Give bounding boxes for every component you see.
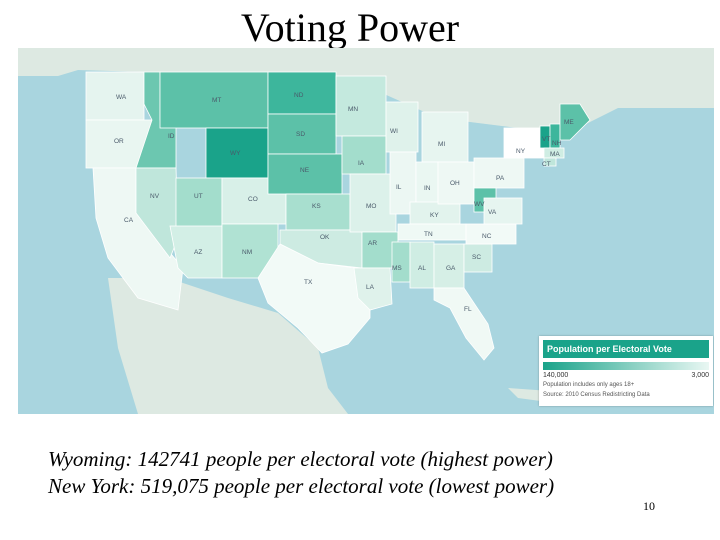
legend-title: Population per Electoral Vote [543, 340, 709, 358]
label-nm: NM [242, 249, 252, 256]
state-labels: WA OR CA ID NV MT WY UT AZ CO NM ND SD N… [114, 92, 574, 313]
label-il: IL [396, 184, 402, 191]
label-vt: VT [542, 136, 550, 143]
label-mo: MO [366, 203, 376, 210]
label-ma: MA [550, 151, 560, 158]
label-ky: KY [430, 212, 439, 219]
legend-note-source: Source: 2010 Census Redistricting Data [543, 392, 650, 398]
legend-range: 140,000 3,000 [543, 372, 709, 379]
label-ms: MS [392, 265, 402, 272]
state-sc [463, 243, 493, 273]
canada-land [18, 48, 714, 128]
label-wa: WA [116, 94, 127, 101]
label-in: IN [424, 185, 431, 192]
label-la: LA [366, 284, 375, 291]
label-ny: NY [516, 148, 526, 155]
state-fl [433, 287, 495, 361]
legend-max-label: 3,000 [691, 372, 709, 379]
label-tn: TN [424, 231, 433, 238]
label-ut: UT [194, 193, 203, 200]
state-mn [335, 75, 387, 137]
label-pa: PA [496, 175, 505, 182]
label-or: OR [114, 138, 124, 145]
states-group [85, 71, 591, 361]
label-wi: WI [390, 128, 398, 135]
label-az: AZ [194, 249, 202, 256]
state-ga [433, 243, 465, 289]
label-nh: NH [552, 140, 562, 147]
label-mn: MN [348, 106, 358, 113]
label-mt: MT [212, 97, 221, 104]
label-ar: AR [368, 240, 377, 247]
caption-new-york: New York: 519,075 people per electoral v… [48, 474, 555, 498]
state-la [353, 267, 393, 311]
label-sc: SC [472, 254, 481, 261]
label-nc: NC [482, 233, 492, 240]
state-al [409, 241, 435, 289]
label-nd: ND [294, 92, 304, 99]
legend-gradient [543, 362, 709, 370]
state-ok [279, 229, 363, 269]
legend-note-population: Population includes only ages 18+ [543, 382, 635, 388]
label-ia: IA [358, 160, 365, 167]
state-mo [349, 173, 397, 233]
state-pa [473, 157, 525, 189]
label-me: ME [564, 119, 574, 126]
label-wy: WY [230, 150, 241, 157]
state-wi [385, 101, 419, 153]
label-va: VA [488, 209, 497, 216]
state-ks [285, 193, 351, 231]
label-ca: CA [124, 217, 134, 224]
label-al: AL [418, 265, 426, 272]
state-wa [85, 71, 145, 121]
caption-wyoming: Wyoming: 142741 people per electoral vot… [48, 447, 553, 471]
mexico-land [108, 278, 348, 414]
state-oh [437, 161, 475, 205]
label-sd: SD [296, 131, 305, 138]
label-nv: NV [150, 193, 160, 200]
state-ct [543, 157, 557, 167]
label-ga: GA [446, 265, 456, 272]
state-mi [421, 111, 469, 163]
us-map-svg: WA OR CA ID NV MT WY UT AZ CO NM ND SD N… [18, 48, 714, 414]
slide-title: Voting Power [240, 5, 460, 50]
label-ok: OK [320, 234, 330, 241]
state-ne [267, 153, 343, 195]
label-oh: OH [450, 180, 460, 187]
map-legend: Population per Electoral Vote 140,000 3,… [539, 336, 713, 406]
label-id: ID [168, 133, 175, 140]
state-ut [175, 177, 223, 229]
page-number: 10 [643, 499, 655, 513]
state-sd [267, 113, 337, 155]
label-ne: NE [300, 167, 310, 174]
caption: Wyoming: 142741 people per electoral vot… [48, 446, 668, 500]
label-ks: KS [312, 203, 321, 210]
state-tx [257, 243, 371, 354]
label-wv: WV [474, 201, 485, 208]
state-ia [341, 135, 387, 175]
label-tx: TX [304, 279, 313, 286]
label-mi: MI [438, 141, 445, 148]
state-ms [391, 241, 411, 283]
state-va [483, 197, 523, 225]
state-az [169, 225, 223, 279]
state-me [559, 103, 591, 141]
legend-min-label: 140,000 [543, 372, 569, 379]
label-ct: CT [542, 161, 551, 168]
label-fl: FL [464, 306, 472, 313]
state-mt [159, 71, 269, 129]
label-co: CO [248, 196, 258, 203]
us-map: WA OR CA ID NV MT WY UT AZ CO NM ND SD N… [18, 48, 714, 414]
